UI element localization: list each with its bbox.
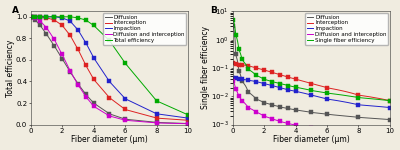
Diffusion and interception	[231, 80, 236, 82]
Interception	[250, 66, 254, 68]
Diffusion	[282, 107, 287, 109]
Diffusion and interception	[345, 132, 350, 133]
Impaction	[142, 107, 147, 109]
Diffusion and interception	[91, 105, 96, 107]
Impaction	[330, 99, 334, 101]
Impaction	[344, 101, 349, 103]
Diffusion	[330, 114, 334, 116]
Interception	[231, 62, 236, 64]
Interception	[48, 18, 53, 20]
Total efficiency	[48, 16, 53, 18]
Interception	[345, 91, 350, 93]
Line: Diffusion: Diffusion	[233, 26, 390, 120]
Single fiber efficiency	[231, 19, 236, 21]
Diffusion	[128, 119, 132, 121]
Legend: Diffusion, Interception, Impaction, Diffusion and interception, Single fiber eff: Diffusion, Interception, Impaction, Diff…	[305, 13, 388, 45]
Impaction	[250, 80, 254, 82]
Single fiber efficiency	[293, 86, 298, 88]
Diffusion	[143, 120, 148, 122]
Legend: Diffusion, Interception, Impaction, Diffusion and interception, Total efficiency: Diffusion, Interception, Impaction, Diff…	[103, 13, 186, 45]
Text: B: B	[210, 6, 217, 15]
Line: Diffusion: Diffusion	[32, 17, 188, 123]
Impaction	[29, 16, 34, 18]
Diffusion and interception	[29, 16, 34, 18]
Diffusion and interception	[388, 135, 392, 137]
Diffusion and interception	[344, 131, 349, 133]
Diffusion and interception	[128, 120, 132, 122]
Impaction	[282, 88, 287, 90]
Diffusion and interception	[330, 130, 334, 132]
Total efficiency	[142, 85, 147, 87]
Diffusion	[186, 123, 190, 124]
Impaction	[231, 77, 236, 79]
Diffusion	[91, 102, 96, 104]
Diffusion	[48, 39, 53, 41]
Line: Interception: Interception	[32, 17, 188, 120]
Diffusion and interception	[143, 121, 148, 123]
Total efficiency	[80, 18, 85, 20]
Diffusion	[142, 120, 147, 122]
Single fiber efficiency	[345, 95, 350, 97]
Interception	[128, 110, 132, 112]
Diffusion	[29, 16, 34, 18]
Interception	[29, 16, 34, 18]
Interception	[293, 78, 298, 80]
Diffusion and interception	[142, 121, 147, 123]
Diffusion	[388, 119, 392, 120]
Interception	[142, 114, 147, 116]
Impaction	[186, 117, 190, 119]
Interception	[80, 58, 85, 59]
Diffusion	[250, 94, 254, 96]
Single fiber efficiency	[330, 93, 334, 94]
Total efficiency	[29, 16, 34, 18]
X-axis label: Fiber diameter (μm): Fiber diameter (μm)	[273, 135, 350, 144]
Y-axis label: Total efficiency: Total efficiency	[6, 39, 14, 97]
Impaction	[128, 100, 132, 102]
Diffusion and interception	[250, 109, 254, 110]
Line: Diffusion and interception: Diffusion and interception	[32, 17, 188, 124]
Interception	[186, 119, 190, 121]
Diffusion	[80, 89, 85, 91]
Interception	[91, 78, 96, 80]
Single fiber efficiency	[388, 100, 392, 102]
Interception	[330, 88, 334, 90]
Total efficiency	[186, 114, 190, 116]
Diffusion and interception	[186, 123, 190, 125]
X-axis label: Fiber diameter (μm): Fiber diameter (μm)	[71, 135, 148, 144]
Diffusion and interception	[282, 122, 287, 123]
Diffusion and interception	[293, 124, 298, 126]
Interception	[344, 91, 349, 93]
Total efficiency	[143, 86, 148, 88]
Impaction	[388, 107, 392, 108]
Single fiber efficiency	[250, 71, 254, 73]
Line: Single fiber efficiency: Single fiber efficiency	[233, 20, 390, 101]
Diffusion and interception	[80, 91, 85, 93]
Total efficiency	[128, 68, 132, 70]
Text: A: A	[12, 6, 19, 15]
Single fiber efficiency	[282, 84, 287, 86]
Impaction	[48, 16, 53, 18]
Impaction	[345, 102, 350, 103]
Interception	[143, 114, 148, 116]
Y-axis label: Single fiber efficiency: Single fiber efficiency	[201, 26, 210, 110]
Diffusion and interception	[48, 32, 53, 34]
Line: Diffusion and interception: Diffusion and interception	[233, 81, 390, 136]
Total efficiency	[91, 24, 96, 26]
Impaction	[80, 36, 85, 38]
Diffusion	[344, 115, 349, 117]
Line: Impaction: Impaction	[32, 17, 188, 118]
Impaction	[293, 90, 298, 92]
Line: Total efficiency: Total efficiency	[32, 17, 188, 115]
Single fiber efficiency	[344, 95, 349, 97]
Line: Impaction: Impaction	[233, 78, 390, 108]
Impaction	[91, 57, 96, 58]
Interception	[388, 100, 392, 102]
Interception	[282, 75, 287, 77]
Impaction	[143, 108, 148, 109]
Diffusion	[293, 109, 298, 111]
Diffusion	[345, 115, 350, 117]
Line: Interception: Interception	[233, 63, 390, 101]
Diffusion	[231, 25, 236, 27]
